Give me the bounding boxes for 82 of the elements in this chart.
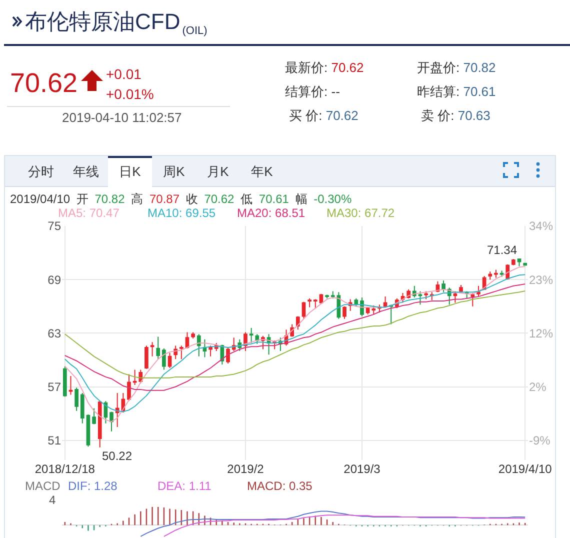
candlestick [168, 352, 172, 369]
y-tick-label: 57 [48, 380, 62, 394]
candlestick [512, 258, 516, 266]
candlestick [110, 411, 114, 432]
candlestick [62, 366, 67, 398]
text: 2019-04-10 11:02:57 [62, 110, 182, 126]
y-tick-label: 75 [48, 219, 62, 234]
candlestick [92, 408, 96, 425]
text: MA5: 70.47 [58, 206, 120, 220]
y2-tick-label: 12% [529, 326, 554, 340]
candlestick [325, 294, 329, 299]
annotation: 50.22 [102, 449, 132, 463]
candlestick [255, 334, 260, 344]
candlestick [342, 306, 346, 320]
candlestick [132, 369, 137, 386]
candlestick [202, 338, 207, 358]
candlestick [442, 280, 446, 293]
candlestick [459, 284, 463, 293]
text: 年线 [73, 164, 99, 180]
candlestick [383, 296, 388, 308]
text: 分时 [28, 164, 54, 180]
y2-tick-label: 23% [529, 272, 554, 287]
y2-tick-label: -9% [529, 434, 551, 448]
candlestick [98, 400, 102, 448]
text: +0.01 [106, 66, 142, 83]
candlestick [179, 345, 184, 360]
candlestick [80, 392, 84, 424]
text: 结算价: -- [285, 84, 340, 100]
text: 年K [251, 164, 273, 180]
text: MA30: 67.72 [326, 206, 395, 220]
candlestick [418, 290, 422, 306]
candlestick [470, 292, 475, 307]
x-tick-label: 2019/4/10 [498, 462, 552, 476]
y2-tick-label: 2% [529, 380, 547, 394]
candlestick [494, 269, 498, 278]
candlestick [156, 336, 160, 360]
candlestick [196, 334, 201, 357]
candlestick [127, 374, 131, 402]
candlestick [488, 271, 492, 280]
candlestick [330, 290, 335, 299]
candlestick [150, 342, 154, 357]
candlestick [68, 376, 73, 396]
text: 最新价: 70.62 [285, 60, 364, 76]
line-series [64, 290, 526, 378]
candlestick [74, 387, 78, 412]
text: 开盘价: 70.82 [417, 60, 496, 76]
text: 卖 价: 70.63 [421, 108, 490, 124]
candlestick [476, 285, 480, 298]
text: 周K [163, 164, 185, 180]
y-tick-label: 63 [48, 326, 62, 340]
x-tick-label: 2018/12/18 [34, 462, 96, 476]
text: 2019/04/10 开 70.82 高 70.87 收 70.62 低 70.61 幅 -0.30% [10, 192, 352, 206]
candlestick [208, 345, 212, 357]
candlestick [226, 346, 230, 364]
text: 买 价: 70.62 [289, 108, 358, 124]
candlestick [313, 298, 318, 309]
candlestick [517, 258, 522, 267]
text: MA20: 68.51 [237, 206, 306, 220]
text: +0.01% [106, 86, 154, 103]
text: 日K [119, 164, 141, 180]
candlestick [144, 345, 148, 370]
candlestick [191, 332, 195, 340]
x-tick-label: 2019/2 [227, 462, 264, 476]
candlestick [389, 304, 394, 325]
y-tick-label: 69 [48, 272, 62, 287]
y-tick-label: 51 [48, 434, 62, 448]
text: 70.62 [10, 66, 78, 99]
text: 月K [207, 164, 229, 180]
annotation: 71.34 [487, 243, 518, 257]
x-tick-label: 2019/3 [344, 462, 381, 476]
line-series [64, 283, 526, 391]
candlestick [249, 327, 254, 344]
candlestick [86, 414, 90, 448]
text: 昨结算: 70.61 [417, 84, 496, 100]
text: MA10: 69.55 [148, 206, 216, 220]
y2-tick-label: 34% [529, 219, 554, 234]
candlestick [162, 348, 166, 370]
candlestick [308, 298, 312, 308]
candlestick [424, 290, 428, 300]
text: 布伦特原油CFD$_{(OIL)}$ [25, 8, 208, 39]
candlestick [453, 290, 458, 304]
candlestick [372, 304, 376, 315]
